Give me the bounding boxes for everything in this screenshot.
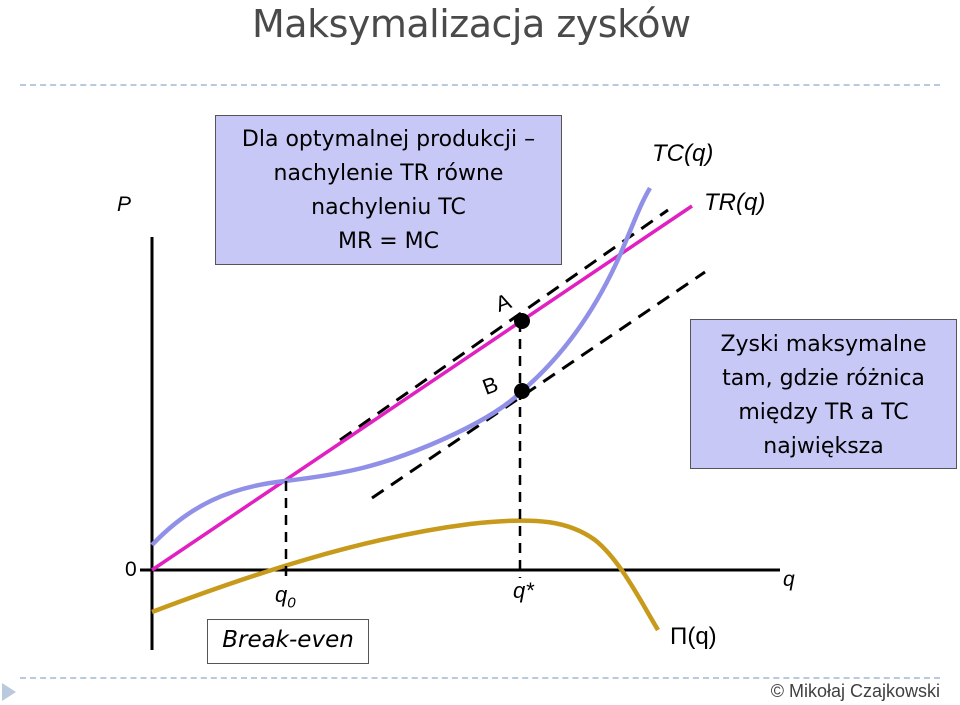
footer-copyright: © Mikołaj Czajkowski (770, 681, 940, 701)
max-profit-line-4: największa (763, 434, 884, 459)
tangent-line-b (371, 270, 706, 500)
profit-label: Π(q) (670, 623, 717, 650)
max-profit-line-1: Zyski maksymalne (720, 332, 927, 357)
x-axis-label: q (783, 568, 795, 591)
tc-label: TC(q) (652, 140, 714, 167)
y-axis-label: P (117, 193, 132, 216)
point-b (514, 383, 530, 399)
qstar-label: q* (513, 578, 534, 603)
max-profit-line-2: tam, gdzie różnica (722, 366, 925, 391)
optimal-box-line-4: MR = MC (337, 229, 440, 254)
max-profit-box: Zyski maksymalne tam, gdzie różnica międ… (690, 319, 957, 469)
origin-label: 0 (125, 558, 137, 581)
point-a (514, 313, 530, 329)
q0-label: q0 (275, 582, 296, 612)
max-profit-line-3: między TR a TC (738, 400, 909, 425)
optimal-production-box: Dla optymalnej produkcji – nachylenie TR… (215, 115, 562, 265)
tc-curve (150, 186, 652, 547)
top-divider (20, 84, 940, 86)
play-arrow-icon[interactable] (2, 683, 16, 701)
optimal-box-line-3: nachyleniu TC (311, 195, 466, 220)
tangent-line-a (339, 208, 669, 442)
tr-line (151, 204, 693, 572)
profit-curve (151, 518, 660, 632)
slide-title: Maksymalizacja zysków (252, 2, 691, 46)
optimal-box-line-2: nachylenie TR równe (273, 161, 504, 186)
break-even-box: Break-even (207, 619, 369, 664)
optimal-box-line-1: Dla optymalnej produkcji – (241, 127, 536, 152)
bottom-divider (20, 677, 940, 679)
tr-label: TR(q) (704, 189, 766, 216)
